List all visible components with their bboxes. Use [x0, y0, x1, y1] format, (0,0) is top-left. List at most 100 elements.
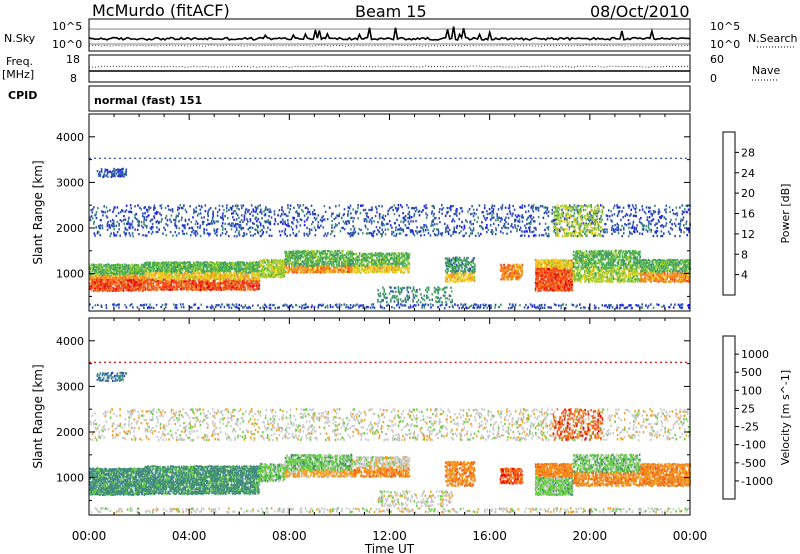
heatmap-cell [352, 262, 354, 265]
heatmap-cell [685, 274, 688, 277]
heatmap-cell [231, 267, 234, 270]
heatmap-cell [212, 286, 214, 290]
heatmap-cell [367, 253, 370, 256]
heatmap-cell [180, 262, 182, 265]
heatmap-cell [200, 282, 203, 285]
heatmap-cell [517, 267, 519, 271]
heatmap-cell [383, 255, 386, 258]
heatmap-cell [175, 216, 177, 219]
heatmap-cell [159, 275, 161, 278]
heatmap-cell [108, 282, 110, 286]
heatmap-cell [315, 269, 318, 272]
heatmap-cell [635, 278, 638, 281]
heatmap-cell [214, 271, 217, 275]
heatmap-cell [362, 264, 364, 267]
heatmap-cell [204, 264, 206, 267]
heatmap-cell [405, 258, 407, 261]
heatmap-cell [562, 277, 565, 280]
heatmap-cell [543, 265, 546, 269]
heatmap-cell [678, 275, 681, 278]
heatmap-cell [330, 262, 333, 265]
heatmap-cell [300, 262, 302, 265]
heatmap-cell [138, 222, 140, 225]
heatmap-cell [274, 258, 277, 262]
heatmap-cell [561, 270, 563, 274]
heatmap-cell [143, 206, 146, 209]
heatmap-cell [572, 253, 575, 257]
heatmap-cell [135, 264, 138, 267]
heatmap-cell [643, 271, 645, 275]
heatmap-cell [108, 289, 110, 292]
heatmap-cell [142, 212, 144, 215]
heatmap-cell [641, 259, 643, 262]
heatmap-cell [199, 269, 201, 272]
heatmap-cell [303, 258, 306, 262]
heatmap-cell [633, 270, 636, 273]
heatmap-cell [386, 256, 388, 260]
heatmap-cell [585, 254, 587, 257]
heatmap-cell [312, 252, 314, 255]
heatmap-cell [235, 286, 238, 289]
heatmap-cell [468, 270, 470, 273]
heatmap-cell [310, 262, 313, 265]
heatmap-cell [568, 289, 571, 292]
heatmap-cell [353, 268, 356, 271]
heatmap-cell [124, 210, 127, 213]
heatmap-cell [240, 274, 243, 277]
heatmap-cell [201, 280, 204, 283]
heatmap-cell [392, 271, 394, 274]
heatmap-cell [230, 276, 233, 279]
heatmap-cell [454, 263, 456, 266]
heatmap-cell [657, 258, 660, 262]
heatmap-cell [135, 218, 138, 221]
heatmap-cell [579, 274, 581, 277]
heatmap-cell [194, 269, 197, 272]
heatmap-cell [658, 265, 660, 268]
heatmap-cell [178, 274, 181, 277]
heatmap-cell [259, 157, 262, 159]
heatmap-cell [284, 258, 286, 261]
heatmap-cell [119, 270, 122, 273]
heatmap-cell [306, 250, 308, 253]
heatmap-cell [164, 287, 166, 291]
heatmap-cell [149, 220, 152, 223]
heatmap-cell [159, 271, 162, 274]
heatmap-cell [363, 258, 366, 262]
heatmap-cell [602, 249, 605, 253]
heatmap-cell [172, 270, 174, 273]
heatmap-cell [278, 269, 280, 272]
heatmap-cell [263, 269, 265, 272]
heatmap-cell [188, 284, 190, 288]
heatmap-cell [550, 261, 552, 264]
heatmap-cell [275, 272, 278, 275]
heatmap-cell [589, 157, 592, 159]
heatmap-cell [198, 263, 201, 266]
heatmap-cell [632, 267, 635, 271]
heatmap-cell [635, 273, 637, 276]
heatmap-cell [219, 271, 222, 275]
heatmap-cell [324, 249, 327, 253]
heatmap-cell [618, 275, 621, 279]
heatmap-cell [451, 267, 453, 270]
heatmap-cell [217, 281, 219, 285]
heatmap-cell [96, 267, 99, 271]
heatmap-cell [571, 259, 574, 262]
heatmap-cell [336, 266, 338, 270]
heatmap-cell [383, 266, 385, 269]
heatmap-cell [102, 282, 104, 285]
heatmap-cell [641, 268, 643, 271]
heatmap-cell [208, 284, 210, 288]
heatmap-cell [571, 277, 573, 280]
heatmap-cell [390, 257, 393, 260]
heatmap-cell [139, 274, 142, 277]
heatmap-cell [149, 284, 151, 287]
heatmap-cell [575, 258, 577, 261]
heatmap-cell [118, 228, 120, 231]
heatmap-cell [144, 288, 147, 291]
heatmap-cell [656, 274, 659, 277]
heatmap-cell [294, 258, 297, 261]
heatmap-cell [304, 266, 307, 269]
heatmap-cell [591, 272, 594, 275]
heatmap-cell [168, 266, 170, 269]
heatmap-cell [629, 256, 631, 259]
